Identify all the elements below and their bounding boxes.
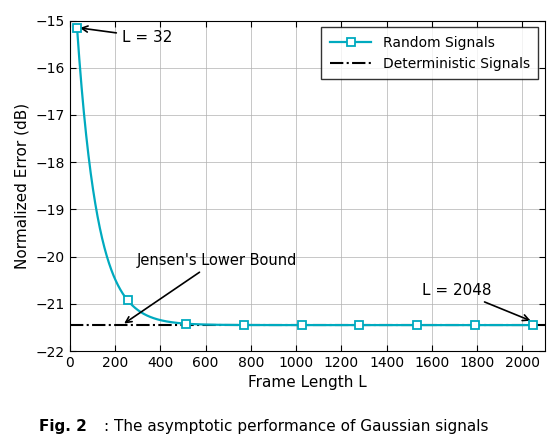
X-axis label: Frame Length L: Frame Length L [248, 375, 367, 391]
Text: : The asymptotic performance of Gaussian signals: : The asymptotic performance of Gaussian… [104, 419, 488, 434]
Text: Fig. 2: Fig. 2 [39, 419, 87, 434]
Legend: Random Signals, Deterministic Signals: Random Signals, Deterministic Signals [321, 27, 538, 79]
Y-axis label: Normalized Error (dB): Normalized Error (dB) [15, 103, 30, 269]
Text: Jensen's Lower Bound: Jensen's Lower Bound [125, 253, 297, 323]
Text: L = 32: L = 32 [82, 26, 172, 44]
Text: L = 2048: L = 2048 [422, 283, 529, 320]
